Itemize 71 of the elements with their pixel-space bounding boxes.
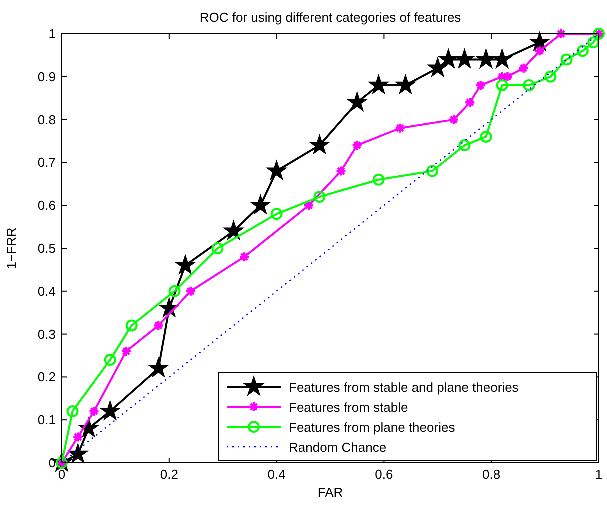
- y-tick-label: 0.2: [38, 370, 56, 385]
- x-tick-label: 0: [58, 467, 66, 482]
- y-tick-label: 0.9: [38, 69, 56, 84]
- point: [88, 406, 100, 418]
- point: [458, 140, 471, 152]
- point: [368, 74, 390, 95]
- x-tick-label: 1: [595, 467, 603, 482]
- point: [518, 62, 530, 74]
- x-tick-label: 0.2: [160, 467, 178, 482]
- point: [153, 320, 164, 332]
- point: [336, 166, 347, 177]
- legend-label: Features from plane theories: [289, 420, 456, 435]
- point: [588, 36, 600, 49]
- point: [475, 80, 486, 92]
- legend-label: Features from stable and plane theories: [289, 380, 520, 395]
- point: [464, 97, 476, 108]
- legend-label: Features from stable: [289, 400, 408, 415]
- y-tick-label: 0.5: [38, 241, 56, 256]
- x-tick-label: 0.8: [482, 467, 501, 482]
- x-tick-label: 0.4: [268, 467, 286, 482]
- point: [66, 406, 79, 418]
- chart-title: ROC for using different categories of features: [200, 10, 462, 25]
- point: [454, 48, 476, 70]
- point: [491, 48, 514, 70]
- point: [394, 74, 417, 95]
- point: [314, 191, 326, 204]
- y-tick-label: 0.4: [38, 284, 56, 299]
- y-tick-label: 0.8: [38, 112, 56, 128]
- point: [394, 122, 406, 134]
- point: [480, 130, 492, 143]
- point: [185, 286, 196, 297]
- point: [576, 45, 589, 58]
- point: [556, 28, 568, 40]
- x-tick-label: 0.6: [375, 467, 394, 482]
- point: [222, 220, 245, 241]
- x-axis-title: FAR: [318, 485, 344, 500]
- y-axis-title: 1−FRR: [4, 228, 19, 270]
- point: [104, 354, 116, 366]
- point: [168, 285, 181, 298]
- point: [426, 56, 449, 78]
- point: [266, 160, 288, 181]
- point: [303, 200, 315, 212]
- point: [346, 91, 368, 112]
- point: [426, 165, 439, 178]
- y-tick-label: 0.3: [38, 326, 56, 342]
- point: [352, 140, 363, 152]
- y-tick-label: 0.6: [38, 198, 56, 214]
- point: [250, 194, 272, 215]
- y-tick-label: 0.7: [38, 155, 56, 170]
- y-tick-label: 0.1: [38, 412, 56, 428]
- point: [238, 251, 250, 263]
- point: [534, 46, 546, 57]
- point: [544, 70, 557, 83]
- point: [560, 54, 573, 66]
- point: [523, 79, 536, 92]
- y-tick-label: 1: [48, 26, 56, 42]
- point: [99, 400, 122, 421]
- point: [212, 242, 224, 254]
- point: [308, 134, 331, 155]
- point: [126, 320, 138, 332]
- point: [528, 31, 551, 52]
- point: [496, 79, 508, 92]
- point: [120, 346, 132, 358]
- point: [67, 442, 90, 464]
- point: [174, 254, 197, 276]
- point: [270, 208, 283, 220]
- point: [448, 114, 460, 126]
- legend-label: Random Chance: [289, 440, 387, 455]
- point: [372, 174, 385, 186]
- point: [148, 357, 170, 378]
- point: [72, 432, 84, 443]
